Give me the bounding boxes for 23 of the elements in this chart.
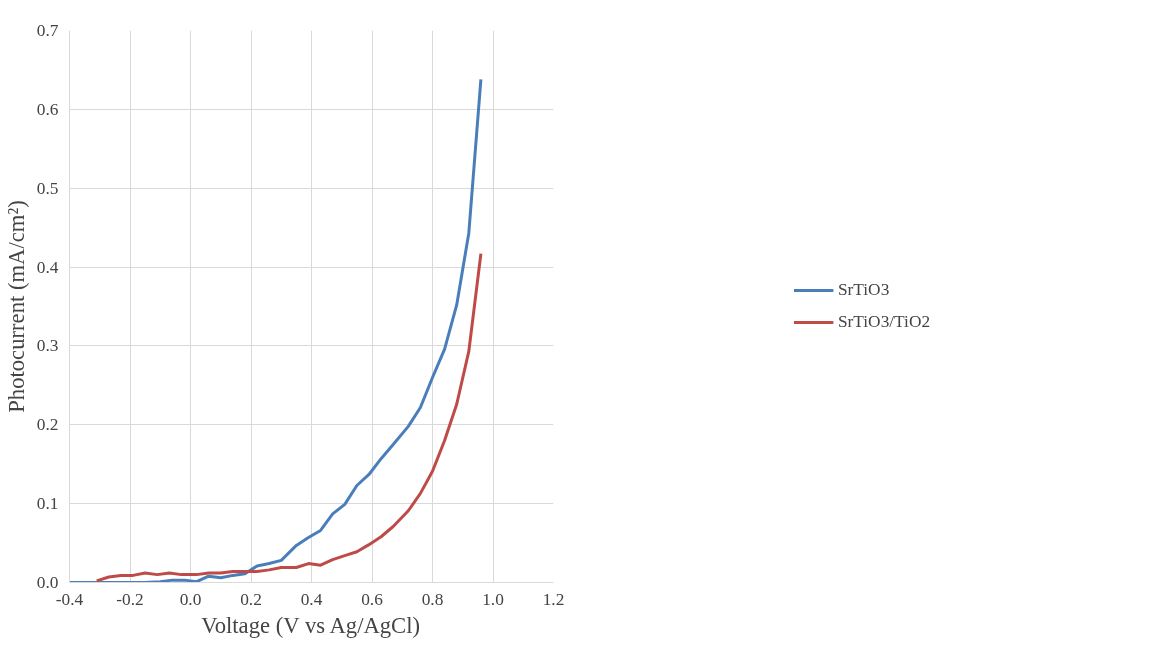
x-tick-label: 0.4 xyxy=(300,589,323,609)
x-tick-label: 0.0 xyxy=(179,589,202,609)
y-axis-title: Photocurrent (mA/cm²) xyxy=(3,200,29,413)
x-tick-label: 0.8 xyxy=(421,589,444,609)
legend-label: SrTiO3/TiO2 xyxy=(837,312,931,332)
x-tick-label: -0.4 xyxy=(55,589,84,609)
x-tick-label: 0.6 xyxy=(361,589,384,609)
y-tick-label: 0.7 xyxy=(36,21,59,40)
line-series xyxy=(95,252,483,583)
y-tick-label: 0.3 xyxy=(36,336,59,356)
x-tick-label: 0.2 xyxy=(240,589,262,609)
legend-label: SrTiO3 xyxy=(837,280,890,300)
y-tick-label: 0.1 xyxy=(36,494,59,514)
x-axis-title: Voltage (V vs Ag/AgCl) xyxy=(201,612,421,638)
x-tick-label: 1.0 xyxy=(482,589,504,609)
y-tick-label: 0.5 xyxy=(36,178,59,198)
x-tick-label: -0.2 xyxy=(116,589,144,609)
y-tick-label: 0.2 xyxy=(36,415,59,435)
y-tick-label: 0.0 xyxy=(36,573,59,592)
y-tick-label: 0.6 xyxy=(36,99,59,119)
y-tick-label: 0.4 xyxy=(36,257,59,277)
line-series xyxy=(69,77,483,583)
x-tick-label: 1.2 xyxy=(542,589,565,609)
